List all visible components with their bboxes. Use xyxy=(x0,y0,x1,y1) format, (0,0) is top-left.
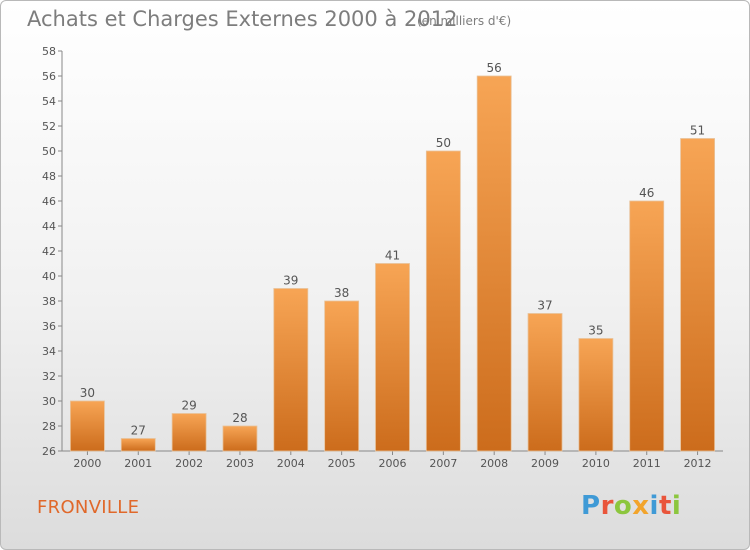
y-tick-label: 46 xyxy=(42,195,56,208)
data-label: 35 xyxy=(588,324,603,338)
x-tick-label: 2000 xyxy=(73,457,101,470)
town-name: FRONVILLE xyxy=(37,497,140,518)
data-label: 28 xyxy=(232,411,247,425)
y-tick-label: 32 xyxy=(42,370,56,383)
bar xyxy=(527,313,563,452)
x-tick-label: 2011 xyxy=(633,457,661,470)
y-tick-label: 36 xyxy=(42,320,56,333)
bar xyxy=(70,400,105,452)
data-label: 51 xyxy=(690,124,705,138)
y-tick-label: 26 xyxy=(42,445,56,458)
proxiti-logo: Proxiti xyxy=(581,491,682,521)
x-tick-label: 2005 xyxy=(328,457,356,470)
y-tick-label: 40 xyxy=(42,270,56,283)
x-tick-label: 2002 xyxy=(175,457,203,470)
chart-subtitle: (en milliers d'€) xyxy=(417,14,512,28)
y-tick-label: 48 xyxy=(42,170,56,183)
y-axis: 26 28 30 32 34 36 38 40 42 44 46 48 50 52 54 56 58 xyxy=(42,45,63,458)
bar xyxy=(222,425,258,452)
bar xyxy=(425,150,461,452)
x-tick-label: 2010 xyxy=(582,457,610,470)
y-tick-label: 58 xyxy=(42,45,56,58)
y-tick-label: 44 xyxy=(42,220,56,233)
x-tick-label: 2009 xyxy=(531,457,559,470)
x-tick-label: 2008 xyxy=(480,457,508,470)
y-tick-label: 42 xyxy=(42,245,56,258)
bar xyxy=(273,288,309,452)
y-tick-label: 30 xyxy=(42,395,56,408)
x-tick-label: 2006 xyxy=(379,457,407,470)
y-tick-label: 50 xyxy=(42,145,56,158)
y-tick-label: 28 xyxy=(42,420,56,433)
data-label: 29 xyxy=(181,399,196,413)
x-tick-label: 2012 xyxy=(684,457,712,470)
y-tick-label: 52 xyxy=(42,120,56,133)
bar xyxy=(680,138,715,452)
x-tick-label: 2001 xyxy=(124,457,152,470)
y-tick-label: 54 xyxy=(42,95,56,108)
chart-title: Achats et Charges Externes 2000 à 2012 xyxy=(27,7,458,31)
x-tick-label: 2003 xyxy=(226,457,254,470)
bar xyxy=(629,200,665,452)
data-label: 56 xyxy=(487,61,502,75)
bar xyxy=(171,413,207,452)
y-tick-label: 38 xyxy=(42,295,56,308)
data-label: 38 xyxy=(334,286,349,300)
x-axis: 2000 2001 2002 2003 2004 2005 2006 2007 2008 2009… xyxy=(62,450,723,470)
data-label: 27 xyxy=(131,424,146,438)
bar xyxy=(578,338,614,452)
x-tick-label: 2007 xyxy=(429,457,457,470)
bars: 30 27 29 28 39 38 41 50 56 37 35 46 51 xyxy=(70,61,715,452)
bar xyxy=(120,438,156,452)
data-label: 41 xyxy=(385,249,400,263)
data-label: 37 xyxy=(537,299,552,313)
x-tick-label: 2004 xyxy=(277,457,305,470)
bar xyxy=(476,75,512,452)
data-label: 50 xyxy=(436,136,451,150)
data-label: 46 xyxy=(639,186,654,200)
y-tick-label: 34 xyxy=(42,345,56,358)
y-tick-label: 56 xyxy=(42,70,56,83)
bar xyxy=(324,300,360,452)
data-label: 39 xyxy=(283,274,298,288)
data-label: 30 xyxy=(80,386,95,400)
bar xyxy=(375,263,410,452)
